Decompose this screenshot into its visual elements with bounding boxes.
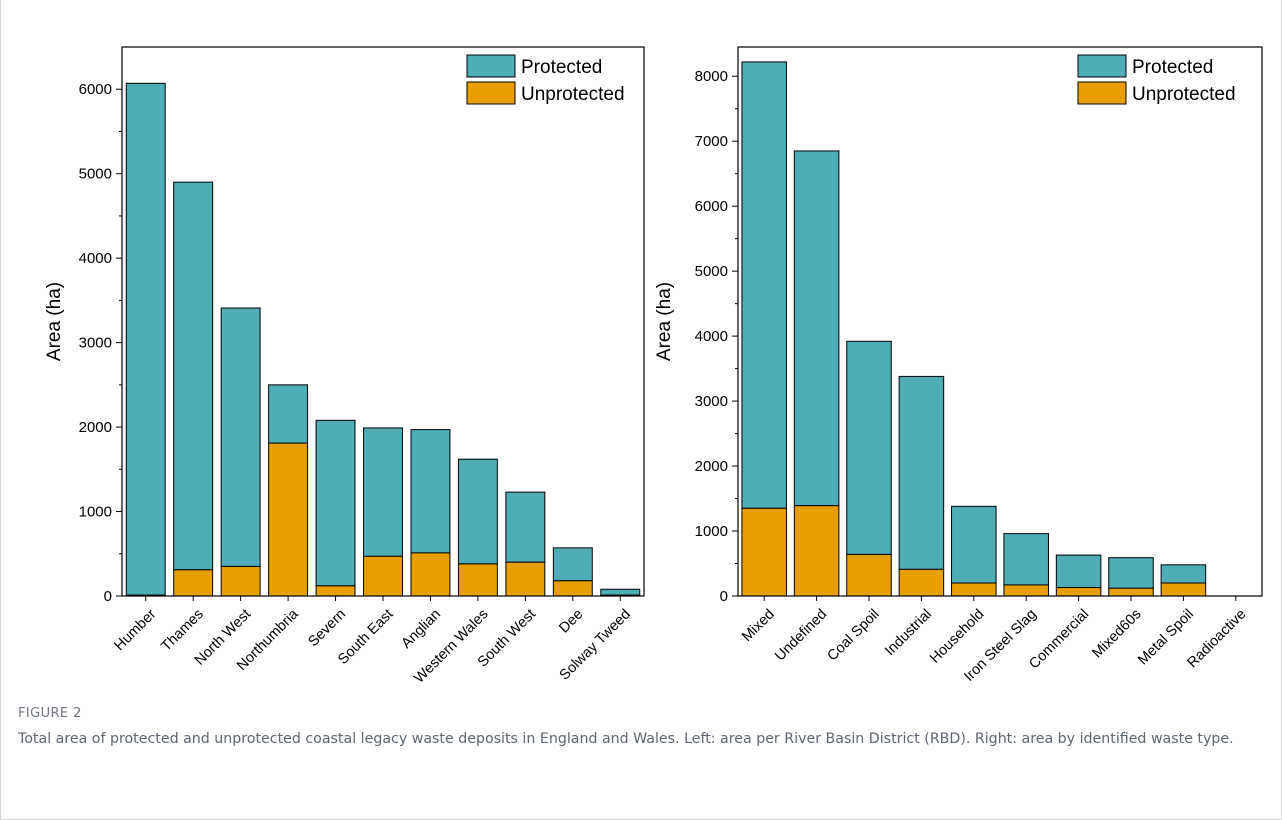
bar-protected-metal-spoil <box>1160 564 1207 584</box>
y-tick-label: 3000 <box>79 335 112 352</box>
bar-unprotected-iron-steel-slag <box>1003 584 1049 597</box>
bar-unprotected-south-east <box>363 555 403 597</box>
bar-unprotected-commercial <box>1055 587 1102 597</box>
legend: Protected Unprotected <box>466 54 625 105</box>
x-tick-label: Anglian <box>399 606 445 652</box>
legend-swatch-unprotected <box>1077 81 1127 105</box>
legend-swatch-protected <box>1077 54 1127 78</box>
y-tick-label: 2000 <box>79 419 112 436</box>
bar-protected-mixed60s <box>1108 557 1154 589</box>
bar-unprotected-metal-spoil <box>1160 582 1207 597</box>
bar-unprotected-mixed <box>741 507 787 597</box>
bar-protected-south-east <box>363 427 403 557</box>
x-tick-label: Coal Spoil <box>825 606 883 664</box>
legend-label-protected: Protected <box>521 57 602 78</box>
bar-unprotected-undefined <box>793 505 840 597</box>
bar-protected-industrial <box>898 375 945 570</box>
bar-protected-undefined <box>793 150 840 507</box>
bar-protected-dee <box>552 547 593 582</box>
y-tick-label: 1000 <box>79 504 112 521</box>
y-tick-label: 1000 <box>695 523 728 540</box>
y-tick-label: 8000 <box>695 68 728 85</box>
x-tick-label: Humber <box>112 606 160 654</box>
y-tick-label: 7000 <box>695 133 728 150</box>
bar-protected-thames <box>173 181 214 571</box>
y-tick-label: 6000 <box>79 81 112 98</box>
bar-unprotected-household <box>951 582 997 597</box>
y-tick-label: 6000 <box>695 198 728 215</box>
x-tick-label: Thames <box>158 606 206 654</box>
bar-unprotected-coal-spoil <box>846 553 892 597</box>
y-tick-label: 5000 <box>79 166 112 183</box>
legend-label-unprotected: Unprotected <box>521 84 625 105</box>
y-tick-label: 3000 <box>695 393 728 410</box>
y-tick-label: 4000 <box>79 250 112 267</box>
bar-unprotected-south-west <box>505 561 546 597</box>
bar-protected-household <box>951 505 997 584</box>
bar-protected-solway-tweed <box>600 588 641 596</box>
bar-protected-coal-spoil <box>846 340 892 555</box>
bar-unprotected-dee <box>552 580 593 597</box>
legend-swatch-unprotected <box>466 81 516 105</box>
bar-protected-western-wales <box>457 458 498 565</box>
y-tick-label: 5000 <box>695 263 728 280</box>
bar-protected-severn <box>315 419 356 587</box>
bar-protected-humber <box>125 82 166 596</box>
bar-unprotected-thames <box>173 569 214 597</box>
x-tick-label: Dee <box>556 606 586 636</box>
x-tick-label: Industrial <box>882 606 935 659</box>
legend-label-unprotected: Unprotected <box>1132 84 1236 105</box>
y-axis-label: Area (ha) <box>44 282 65 361</box>
y-tick-label: 0 <box>104 588 112 605</box>
plot-frame <box>121 46 645 597</box>
figure-caption: FIGURE 2 Total area of protected and unp… <box>18 706 1263 749</box>
y-tick-label: 0 <box>720 588 728 605</box>
x-tick-label: Mixed60s <box>1089 606 1144 661</box>
x-tick-label: Mixed <box>739 606 778 645</box>
bar-protected-south-west <box>505 491 546 563</box>
legend: Protected Unprotected <box>1077 54 1236 105</box>
y-axis-label: Area (ha) <box>654 282 675 361</box>
caption-text: Total area of protected and unprotected … <box>18 731 1234 747</box>
legend-swatch-protected <box>466 54 516 78</box>
bar-protected-iron-steel-slag <box>1003 533 1049 586</box>
bar-unprotected-anglian <box>410 552 451 597</box>
bar-protected-mixed <box>741 61 787 509</box>
x-tick-label: Undefined <box>772 606 830 664</box>
plot-frame <box>737 46 1263 597</box>
bar-protected-northumbria <box>268 384 309 444</box>
bar-protected-north-west <box>220 307 261 567</box>
bar-protected-anglian <box>410 429 451 554</box>
bar-unprotected-severn <box>315 585 356 597</box>
y-tick-label: 2000 <box>695 458 728 475</box>
figure-label: FIGURE 2 <box>18 706 82 721</box>
bar-unprotected-north-west <box>220 565 261 597</box>
legend-label-protected: Protected <box>1132 57 1213 78</box>
bar-protected-commercial <box>1055 554 1102 589</box>
y-tick-label: 4000 <box>695 328 728 345</box>
bar-unprotected-industrial <box>898 568 945 597</box>
x-tick-label: Severn <box>305 606 349 650</box>
bar-unprotected-northumbria <box>268 442 309 597</box>
bar-unprotected-mixed60s <box>1108 587 1154 597</box>
bar-unprotected-western-wales <box>457 563 498 597</box>
